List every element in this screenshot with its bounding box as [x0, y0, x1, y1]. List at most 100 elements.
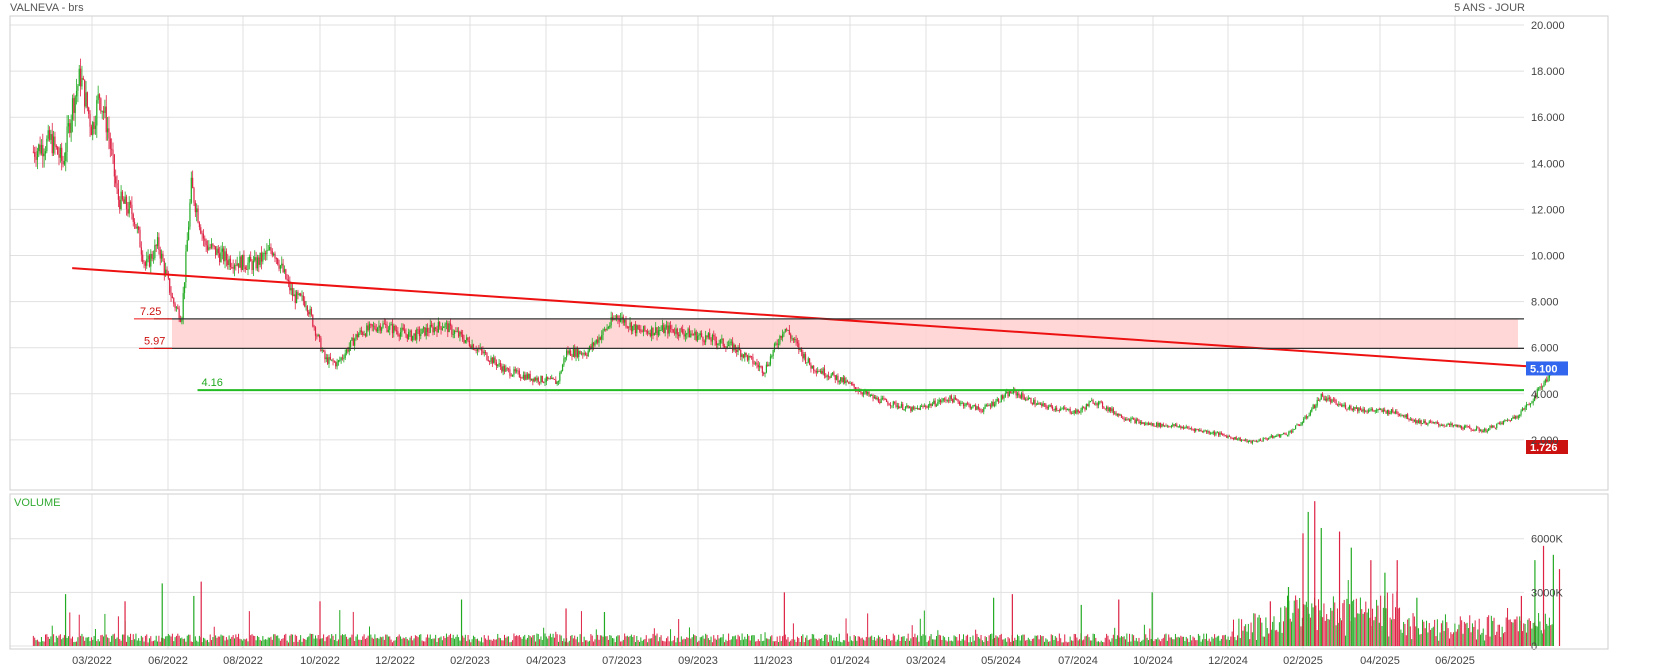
candle-body: [266, 249, 268, 255]
candle-body: [1019, 395, 1021, 399]
candle-body: [892, 401, 894, 406]
candle-body: [1257, 441, 1259, 443]
candle-body: [826, 375, 828, 377]
volume-bar: [1442, 620, 1444, 646]
volume-bar: [572, 638, 574, 646]
volume-bar: [1544, 613, 1546, 646]
volume-bar: [424, 641, 426, 646]
volume-bar: [135, 633, 137, 646]
volume-bar: [1025, 640, 1027, 646]
volume-bar: [211, 639, 213, 646]
volume-bar: [643, 639, 645, 646]
candle-body: [773, 343, 776, 350]
candle-body: [1038, 403, 1040, 404]
volume-bar: [564, 641, 566, 646]
candle-body: [247, 262, 249, 270]
volume-bar: [494, 639, 496, 646]
volume-bar: [987, 641, 989, 646]
candle-body: [441, 327, 443, 330]
volume-bar: [32, 635, 34, 646]
candle-body: [1195, 429, 1197, 432]
volume-bar: [1359, 597, 1361, 646]
candle-body: [1277, 434, 1279, 436]
volume-bar: [1242, 630, 1244, 646]
volume-bar: [1535, 625, 1537, 646]
volume-bar: [182, 638, 184, 646]
volume-bar: [571, 634, 573, 646]
volume-bar: [464, 634, 466, 646]
candle-body: [964, 405, 966, 407]
volume-bar: [1145, 634, 1147, 646]
volume-bar: [645, 635, 647, 646]
volume-bar: [1187, 638, 1189, 646]
volume-bar: [813, 634, 815, 646]
volume-bar: [744, 636, 746, 646]
candle-body: [899, 406, 901, 409]
volume-bar: [123, 634, 125, 646]
volume-bar: [1438, 640, 1440, 646]
volume-bar: [255, 640, 257, 646]
candle-body: [1189, 428, 1191, 430]
volume-bar: [42, 641, 44, 646]
volume-bar: [1388, 636, 1390, 646]
volume-bar: [1178, 637, 1180, 646]
volume-bar: [1354, 617, 1356, 646]
volume-bar: [958, 634, 960, 646]
volume-bar: [1463, 621, 1465, 646]
volume-bar: [1409, 626, 1411, 646]
volume-bar: [956, 637, 958, 646]
volume-bar: [969, 637, 971, 646]
x-tick-label: 05/2024: [981, 655, 1021, 667]
candle-body: [1483, 428, 1486, 431]
volume-bar: [632, 636, 634, 646]
candle-body: [1081, 407, 1083, 410]
candle-body: [1344, 404, 1347, 409]
volume-bar: [1030, 641, 1032, 646]
volume-bar: [132, 634, 134, 646]
candle-body: [1462, 428, 1464, 430]
volume-bar: [1193, 637, 1195, 646]
candle-body: [1508, 419, 1510, 421]
x-tick-label: 09/2023: [678, 655, 718, 667]
volume-bar: [391, 642, 393, 646]
volume-bar: [451, 637, 453, 646]
volume-bar: [946, 641, 948, 646]
volume-bar: [941, 639, 943, 646]
volume-bar: [1551, 624, 1553, 646]
volume-bar: [1135, 638, 1137, 646]
candle-body: [216, 248, 218, 255]
volume-bar: [1046, 639, 1048, 646]
volume-bar: [1038, 639, 1040, 646]
volume-bar: [259, 639, 261, 646]
candle-body: [903, 409, 905, 411]
volume-bar: [929, 636, 931, 646]
candle-body: [804, 354, 807, 363]
candle-body: [970, 407, 973, 409]
volume-bar: [1106, 633, 1108, 646]
candle-body: [252, 260, 254, 271]
volume-spike: [1320, 527, 1322, 646]
volume-bar: [1280, 607, 1282, 646]
candle-body: [524, 374, 526, 380]
volume-spike: [783, 592, 785, 646]
candle-body: [1176, 424, 1178, 427]
candle-body: [229, 258, 232, 267]
volume-bar: [695, 636, 697, 646]
candle-body: [298, 293, 300, 295]
volume-bar: [1168, 634, 1170, 646]
volume-bar: [979, 638, 981, 646]
candle-body: [336, 362, 338, 367]
candle-body: [541, 375, 543, 383]
volume-bar: [493, 638, 495, 646]
volume-bar: [1115, 638, 1117, 646]
volume-bar: [1405, 635, 1407, 646]
volume-bar: [1123, 636, 1125, 646]
volume-bar: [1334, 602, 1336, 646]
candle-body: [474, 349, 476, 351]
candle-body: [394, 325, 396, 331]
volume-bar: [738, 636, 740, 646]
candle-body: [1181, 426, 1183, 429]
resistance-lower-label: 5.97: [144, 335, 165, 347]
candle-body: [94, 125, 97, 130]
candle-body: [733, 344, 735, 351]
